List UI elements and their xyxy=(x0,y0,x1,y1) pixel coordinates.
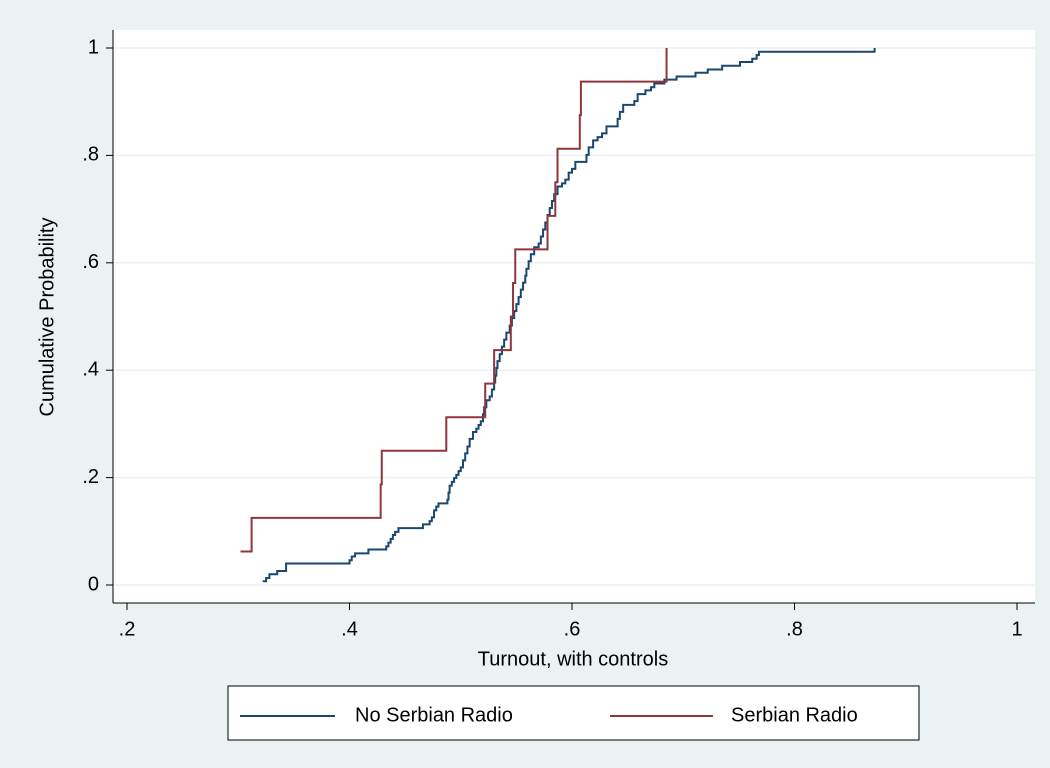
step-line xyxy=(240,48,668,553)
legend-label: No Serbian Radio xyxy=(355,704,513,726)
legend xyxy=(227,685,920,741)
step-line xyxy=(262,48,876,583)
y-tick-label: .4 xyxy=(82,358,99,380)
x-tick-label: 1 xyxy=(1011,618,1022,640)
x-tick-label: .8 xyxy=(786,618,803,640)
y-axis-title: Cumulative Probability xyxy=(36,218,58,417)
y-tick-label: .8 xyxy=(82,144,99,166)
y-tick-label: .6 xyxy=(82,251,99,273)
x-tick-label: .4 xyxy=(341,618,358,640)
y-tick-label: 0 xyxy=(88,573,99,595)
x-tick-label: .2 xyxy=(119,618,136,640)
legend-label: Serbian Radio xyxy=(731,704,858,726)
x-axis-title: Turnout, with controls xyxy=(478,648,668,670)
plot-area xyxy=(113,30,1035,603)
x-tick-label: .6 xyxy=(564,618,581,640)
y-tick-label: 1 xyxy=(88,36,99,58)
y-tick-label: .2 xyxy=(82,466,99,488)
